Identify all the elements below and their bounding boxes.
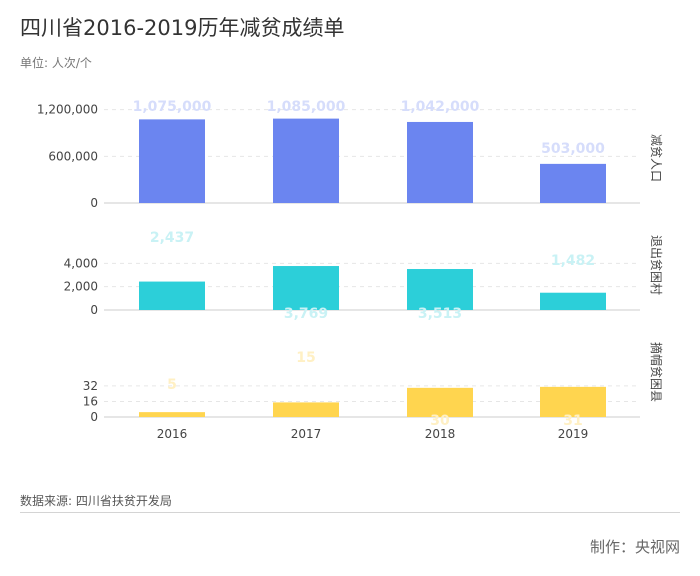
x-tick-label: 2018 bbox=[425, 427, 456, 441]
y-tick-label: 0 bbox=[90, 410, 98, 424]
value-label: 1,085,000 bbox=[267, 99, 346, 115]
credit-text: 制作：央视网 bbox=[589, 538, 680, 556]
footer-divider bbox=[20, 512, 680, 513]
value-label: 3,769 bbox=[284, 306, 328, 322]
value-label: 15 bbox=[296, 350, 315, 366]
bar-2019 bbox=[540, 292, 606, 310]
panel-title: 摘帽贫困县 bbox=[649, 342, 664, 402]
bar-2019 bbox=[540, 386, 606, 417]
x-tick-label: 2019 bbox=[558, 427, 589, 441]
bar-2018 bbox=[407, 121, 473, 203]
y-tick-label: 32 bbox=[83, 379, 98, 393]
y-tick-label: 2,000 bbox=[64, 280, 98, 294]
chart-area: 0 600,000 1,200,000 1,075,000 1,085,000 1,042… bbox=[37, 99, 664, 441]
value-label: 503,000 bbox=[541, 141, 605, 157]
y-tick-label: 600,000 bbox=[48, 149, 98, 163]
x-tick-label: 2016 bbox=[157, 427, 188, 441]
chart-subtitle: 单位: 人次/个 bbox=[20, 56, 92, 70]
bar-2016 bbox=[139, 412, 205, 417]
value-label: 5 bbox=[167, 377, 177, 393]
value-label: 3,513 bbox=[418, 306, 462, 322]
value-label: 2,437 bbox=[150, 230, 194, 246]
value-label: 30 bbox=[430, 413, 450, 429]
bar-2017 bbox=[273, 266, 339, 310]
panel-title: 退出贫困村 bbox=[649, 235, 664, 295]
bar-2017 bbox=[273, 118, 339, 203]
bar-2018 bbox=[407, 269, 473, 310]
y-tick-label: 1,200,000 bbox=[37, 103, 98, 117]
bar-2018 bbox=[407, 387, 473, 417]
bar-2016 bbox=[139, 281, 205, 310]
y-tick-label: 16 bbox=[83, 394, 98, 408]
bar-2017 bbox=[273, 402, 339, 417]
y-tick-label: 0 bbox=[90, 303, 98, 317]
x-tick-label: 2017 bbox=[291, 427, 322, 441]
panel-title: 减贫人口 bbox=[649, 134, 664, 182]
value-label: 1,482 bbox=[551, 253, 595, 269]
source-note: 数据来源: 四川省扶贫开发局 bbox=[20, 494, 172, 508]
y-tick-label: 4,000 bbox=[64, 256, 98, 270]
value-label: 31 bbox=[563, 413, 582, 429]
y-tick-label: 0 bbox=[90, 196, 98, 210]
chart-title: 四川省2016-2019历年减贫成绩单 bbox=[20, 16, 345, 40]
bar-2016 bbox=[139, 119, 205, 203]
value-label: 1,075,000 bbox=[133, 99, 212, 115]
bar-2019 bbox=[540, 163, 606, 203]
value-label: 1,042,000 bbox=[401, 99, 480, 115]
